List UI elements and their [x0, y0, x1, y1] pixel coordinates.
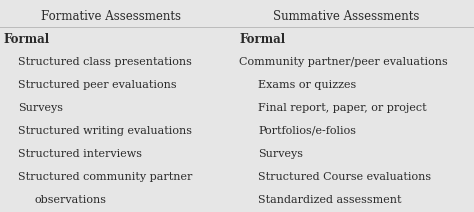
Text: Final report, paper, or project: Final report, paper, or project [258, 103, 427, 113]
Text: Surveys: Surveys [18, 103, 63, 113]
Text: Structured Course evaluations: Structured Course evaluations [258, 172, 431, 182]
Text: Structured writing evaluations: Structured writing evaluations [18, 126, 192, 136]
Text: observations: observations [34, 195, 106, 205]
Text: Formal: Formal [4, 33, 50, 46]
Text: Portfolios/e-folios: Portfolios/e-folios [258, 126, 356, 136]
Text: Exams or quizzes: Exams or quizzes [258, 80, 356, 90]
Text: Summative Assessments: Summative Assessments [273, 10, 419, 22]
Text: Structured interviews: Structured interviews [18, 149, 142, 159]
Text: Structured class presentations: Structured class presentations [18, 57, 192, 67]
Text: Surveys: Surveys [258, 149, 303, 159]
Text: Structured community partner: Structured community partner [18, 172, 192, 182]
Text: Standardized assessment: Standardized assessment [258, 195, 402, 205]
Text: Formative Assessments: Formative Assessments [41, 10, 182, 22]
Text: Structured peer evaluations: Structured peer evaluations [18, 80, 177, 90]
Text: Community partner/peer evaluations: Community partner/peer evaluations [239, 57, 448, 67]
Text: Formal: Formal [239, 33, 285, 46]
